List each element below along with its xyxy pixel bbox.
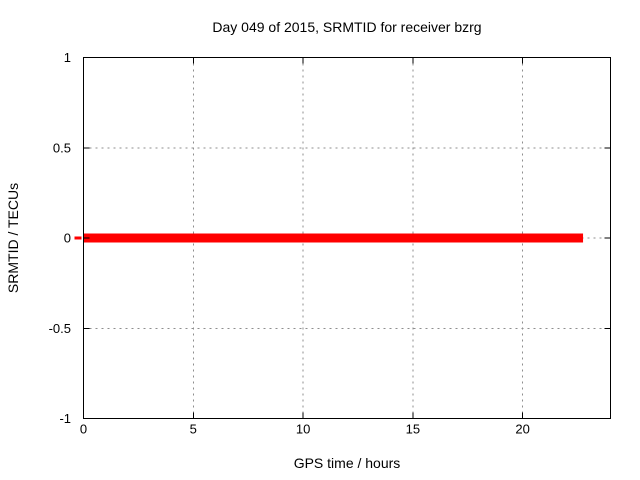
x-tick-label: 0 [80, 422, 87, 437]
y-tick-label: 0.5 [53, 140, 71, 155]
x-tick-label: 10 [296, 422, 310, 437]
y-tick-label: -0.5 [49, 321, 71, 336]
x-tick-label: 20 [515, 422, 529, 437]
x-tick-label: 15 [406, 422, 420, 437]
x-tick-label: 5 [190, 422, 197, 437]
tick-labels: 0 5 10 15 20 -1 -0.5 0 0.5 1 [49, 50, 530, 437]
chart-title: Day 049 of 2015, SRMTID for receiver bzr… [212, 19, 481, 35]
y-tick-label: -1 [59, 411, 71, 426]
y-axis-label: SRMTID / TECUs [5, 183, 21, 293]
x-axis-label: GPS time / hours [294, 455, 401, 471]
y-tick-label: 0 [64, 231, 71, 246]
tick-marks [83, 57, 611, 419]
y-tick-label: 1 [64, 50, 71, 65]
data-series [74, 233, 584, 243]
zero-outer-tick [74, 236, 82, 240]
